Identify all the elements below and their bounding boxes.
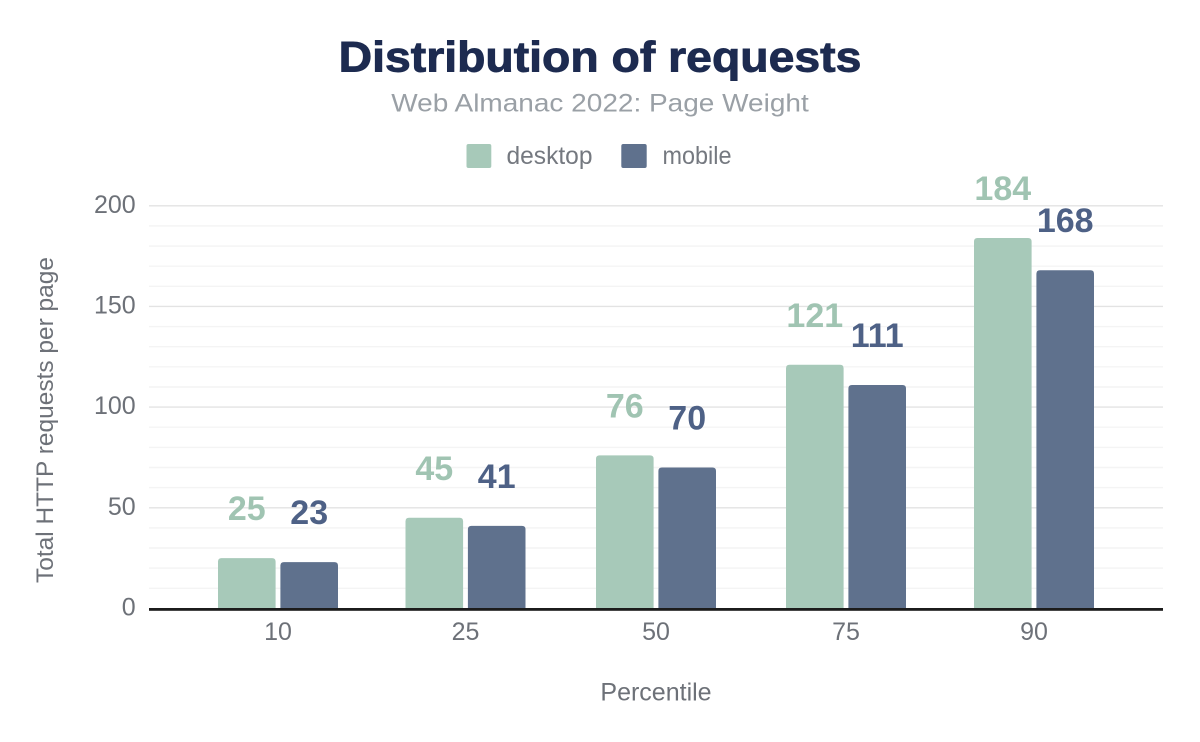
svg-text:Web Almanac 2022: Page Weight: Web Almanac 2022: Page Weight	[391, 90, 809, 118]
svg-text:10: 10	[264, 618, 292, 646]
svg-text:41: 41	[478, 458, 516, 496]
svg-text:121: 121	[786, 297, 843, 335]
svg-text:desktop: desktop	[507, 142, 593, 170]
svg-text:45: 45	[415, 450, 453, 488]
svg-text:50: 50	[108, 493, 136, 521]
svg-text:70: 70	[668, 400, 706, 438]
svg-text:76: 76	[606, 387, 644, 425]
svg-text:168: 168	[1037, 202, 1094, 240]
svg-text:111: 111	[851, 317, 904, 355]
svg-text:75: 75	[832, 618, 860, 646]
svg-text:150: 150	[94, 291, 136, 319]
svg-text:Total HTTP requests per page: Total HTTP requests per page	[32, 257, 59, 583]
svg-text:100: 100	[94, 392, 136, 420]
svg-text:50: 50	[642, 618, 670, 646]
svg-text:25: 25	[452, 618, 480, 646]
svg-text:200: 200	[94, 191, 136, 219]
svg-text:0: 0	[122, 593, 136, 621]
svg-text:mobile: mobile	[663, 142, 732, 170]
svg-text:25: 25	[228, 490, 266, 528]
svg-text:184: 184	[974, 170, 1031, 208]
svg-text:Distribution of requests: Distribution of requests	[339, 33, 862, 81]
svg-text:90: 90	[1020, 618, 1048, 646]
svg-text:Percentile: Percentile	[600, 679, 711, 707]
svg-text:23: 23	[290, 494, 328, 532]
